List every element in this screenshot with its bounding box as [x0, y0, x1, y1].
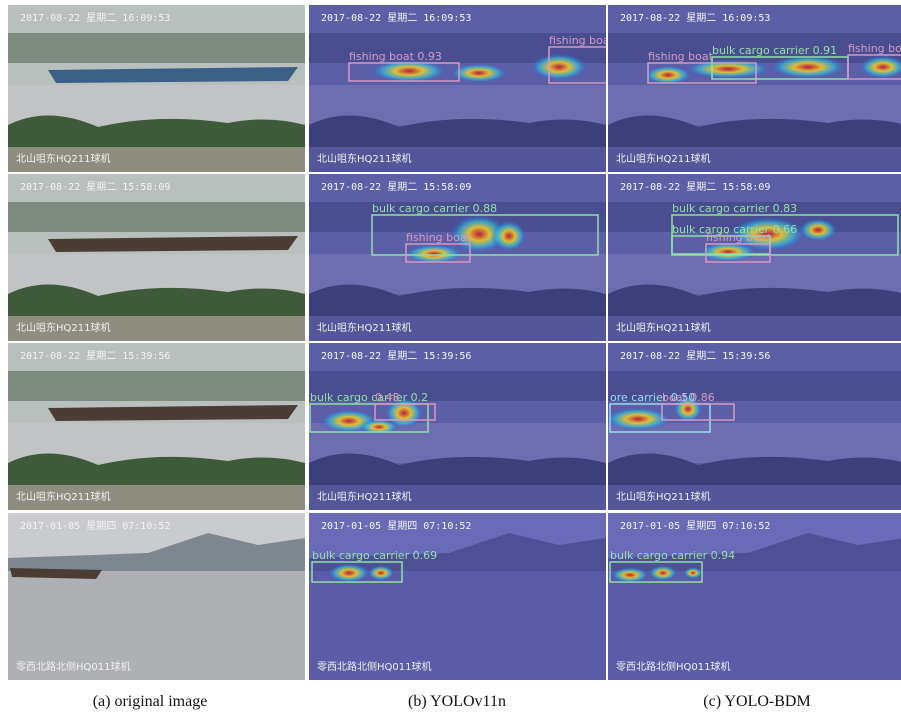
detection-label: bulk cargo carrier 0.2: [310, 391, 428, 404]
timestamp: 2017-08-22 星期二 15:39:56: [620, 350, 770, 362]
detection-label: fishing boat: [406, 231, 472, 244]
heatmap: [643, 65, 693, 85]
shore: [8, 33, 305, 63]
watermark: 北山咀东HQ211球机: [317, 490, 411, 503]
watermark: 零西北路北侧HQ011球机: [16, 660, 130, 673]
detection-label: fishing boat: [549, 34, 615, 47]
image-panel: 2017-08-22 星期二 16:09:53 北山咀东HQ211球机 fishin…: [608, 5, 901, 172]
caption: (b) YOLOv11n: [408, 693, 506, 710]
detection-label: bulk cargo carrier 0.83: [672, 202, 797, 215]
heatmap: [449, 63, 509, 83]
timestamp: 2017-08-22 星期二 15:58:09: [20, 181, 170, 193]
detection-label: bulk cargo carrier 0.69: [312, 549, 437, 562]
heatmap: [683, 567, 703, 579]
caption: (c) YOLO-BDM: [703, 693, 810, 710]
timestamp: 2017-01-05 星期四 07:10:52: [620, 520, 770, 532]
watermark: 北山咀东HQ211球机: [16, 152, 110, 165]
figure: (a) original image (b) YOLOv11n (c) YOLO…: [0, 0, 901, 719]
watermark: 零西北路北侧HQ011球机: [616, 660, 730, 673]
detection-label: bulk cargo carrier 0.94: [610, 549, 735, 562]
watermark: 北山咀东HQ211球机: [616, 321, 710, 334]
detection-label: 0.48: [375, 391, 400, 404]
caption: (a) original image: [93, 693, 208, 710]
watermark: 北山咀东HQ211球机: [317, 152, 411, 165]
timestamp: 2017-08-22 星期二 15:39:56: [321, 350, 471, 362]
timestamp: 2017-08-22 星期二 15:39:56: [20, 350, 170, 362]
heatmap: [529, 53, 589, 81]
watermark: 北山咀东HQ211球机: [16, 490, 110, 503]
heatmap: [648, 565, 678, 581]
detection-label: fishing boat 0.93: [349, 50, 442, 63]
heatmap: [367, 565, 395, 581]
image-panel: 2017-01-05 星期四 07:10:52 零西北路北侧HQ011球机 bulk…: [608, 513, 901, 680]
detection-label: fishing boat: [706, 231, 772, 244]
watermark: 北山咀东HQ211球机: [616, 152, 710, 165]
image-panel: 2017-08-22 星期二 15:39:56 北山咀东HQ211球机: [8, 343, 305, 510]
watermark: 零西北路北侧HQ011球机: [317, 660, 431, 673]
detection-label: bulk cargo carrier 0.91: [712, 44, 837, 57]
image-panel: 2017-08-22 星期二 15:58:09 北山咀东HQ211球机 bulk c…: [608, 174, 901, 341]
image-panel: 2017-08-22 星期二 15:58:09 北山咀东HQ211球机 bulk c…: [309, 174, 606, 341]
heatmap: [610, 567, 650, 583]
image-panel: 2017-08-22 星期二 15:39:56 北山咀东HQ211球机 bulk c…: [309, 343, 606, 510]
detection-label: fishing boat: [848, 42, 901, 55]
image-panel: 2017-08-22 星期二 16:09:53 北山咀东HQ211球机 fishin…: [309, 5, 619, 172]
heatmap: [491, 220, 527, 252]
detection-label: fishing boat: [648, 50, 714, 63]
watermark: 北山咀东HQ211球机: [16, 321, 110, 334]
timestamp: 2017-08-22 星期二 15:58:09: [620, 181, 770, 193]
shore: [8, 202, 305, 232]
timestamp: 2017-08-22 星期二 15:58:09: [321, 181, 471, 193]
timestamp: 2017-08-22 星期二 16:09:53: [620, 12, 770, 24]
shore: [8, 371, 305, 401]
heatmap: [327, 563, 371, 583]
heatmap: [768, 55, 848, 79]
image-panel: 2017-08-22 星期二 15:58:09 北山咀东HQ211球机: [8, 174, 305, 341]
timestamp: 2017-01-05 星期四 07:10:52: [321, 520, 471, 532]
image-panel: 2017-08-22 星期二 16:09:53 北山咀东HQ211球机: [8, 5, 305, 172]
image-panel: 2017-01-05 星期四 07:10:52 零西北路北侧HQ011球机: [8, 513, 305, 680]
timestamp: 2017-08-22 星期二 16:09:53: [321, 12, 471, 24]
detection-label: bulk cargo carrier 0.88: [372, 202, 497, 215]
timestamp: 2017-08-22 星期二 16:09:53: [20, 12, 170, 24]
detection-label: boat 0.86: [662, 391, 715, 404]
heatmap: [698, 242, 758, 262]
heatmap: [404, 244, 464, 264]
heatmap: [798, 218, 838, 242]
watermark: 北山咀东HQ211球机: [616, 490, 710, 503]
watermark: 北山咀东HQ211球机: [317, 321, 411, 334]
timestamp: 2017-01-05 星期四 07:10:52: [20, 520, 170, 532]
image-panel: 2017-01-05 星期四 07:10:52 零西北路北侧HQ011球机 bulk…: [309, 513, 606, 680]
